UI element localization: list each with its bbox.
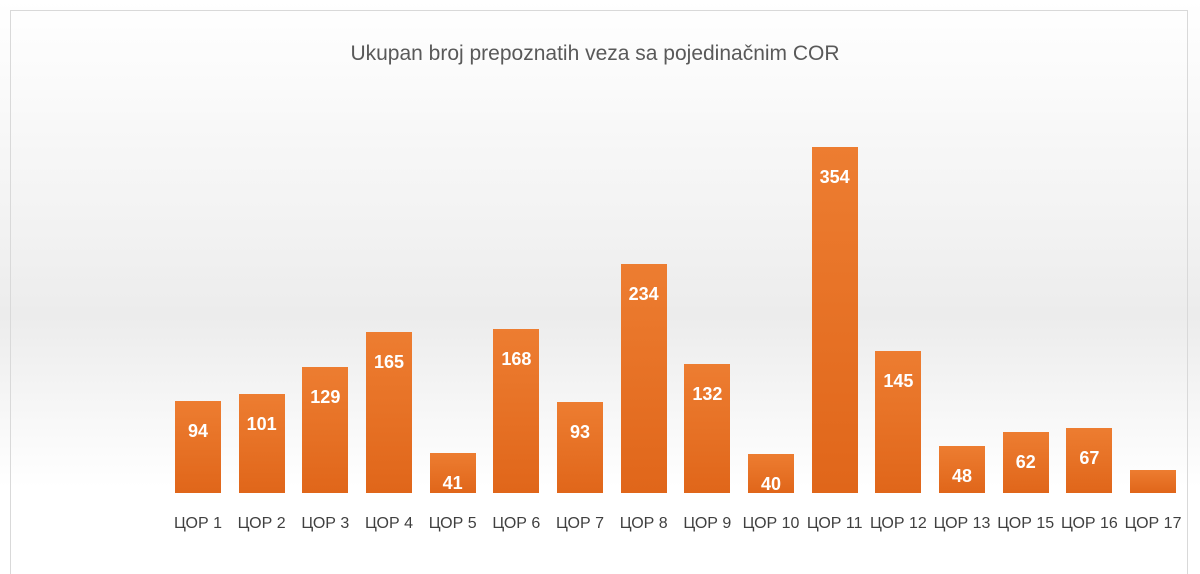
bar (557, 402, 604, 493)
bar (1130, 469, 1177, 493)
bar (875, 351, 922, 493)
x-tick-label: ЦОР 9 (683, 515, 732, 532)
bar (429, 452, 476, 493)
value-label: 101 (246, 414, 277, 435)
x-tick-label: ЦОР 10 (742, 515, 800, 532)
x-tick-label: ЦОР 3 (301, 515, 350, 532)
x-tick-label: ЦОР 5 (428, 515, 477, 532)
x-tick-label: ЦОР 11 (806, 515, 863, 532)
x-tick-label: ЦОР 16 (1060, 515, 1118, 532)
bar (748, 453, 795, 493)
bar (366, 331, 412, 493)
x-tick-label: ЦОР 7 (556, 515, 604, 532)
bar (493, 328, 540, 493)
x-tick-label: ЦОР 4 (365, 515, 413, 532)
x-tick-label: ЦОР 12 (869, 515, 927, 532)
x-tick-label: ЦОР 2 (237, 515, 286, 532)
bar (684, 363, 731, 493)
bar (811, 147, 858, 493)
value-label: 354 (819, 167, 850, 187)
value-label: 62 (1015, 452, 1036, 473)
bar (620, 264, 667, 493)
x-tick-label: ЦОР 17 (1124, 515, 1182, 532)
chart-frame (10, 10, 1188, 574)
value-label: 132 (692, 383, 723, 404)
value-label: 145 (883, 371, 914, 392)
x-tick-label: ЦОР 6 (492, 515, 541, 532)
bar (175, 401, 221, 493)
value-label: 41 (442, 472, 463, 493)
value-label: 94 (187, 421, 209, 442)
value-label: 165 (373, 351, 405, 372)
x-tick-label: ЦОР 15 (997, 515, 1055, 532)
value-label: 48 (952, 466, 973, 487)
x-tick-label: ЦОР 13 (933, 515, 991, 532)
value-label: 234 (628, 284, 659, 305)
value-label: 40 (761, 473, 782, 494)
chart-title: Ukupan broj prepoznatih veza sa pojedina… (350, 42, 840, 65)
bar (1002, 432, 1049, 493)
x-tick-label: ЦОР 8 (619, 515, 668, 532)
value-label: 129 (310, 386, 341, 407)
value-label: 24 (1143, 489, 1164, 510)
bar (939, 446, 986, 493)
value-label: 93 (570, 422, 591, 443)
value-label: 67 (1079, 447, 1100, 468)
x-tick-label: ЦОР 1 (174, 515, 222, 532)
bar (1066, 427, 1113, 493)
bar (302, 366, 349, 493)
value-label: 168 (501, 348, 532, 369)
bar (238, 394, 285, 493)
